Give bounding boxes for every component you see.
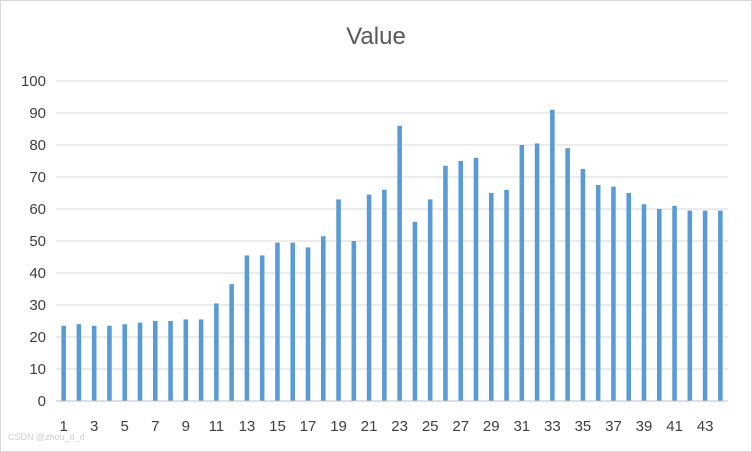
x-tick-label: 13 bbox=[239, 418, 256, 435]
x-tick-label: 21 bbox=[361, 418, 378, 435]
bar-43 bbox=[702, 210, 708, 401]
bar-11 bbox=[214, 303, 219, 401]
bar-37 bbox=[611, 186, 616, 401]
bar-26 bbox=[443, 165, 448, 401]
y-tick-label: 70 bbox=[29, 169, 46, 186]
bar-19 bbox=[336, 199, 341, 401]
x-tick-label: 5 bbox=[121, 418, 129, 435]
bar-16 bbox=[290, 242, 296, 401]
bar-9 bbox=[183, 319, 189, 401]
x-tick-label: 25 bbox=[422, 418, 439, 435]
x-tick-label: 39 bbox=[636, 418, 653, 435]
x-tick-label: 23 bbox=[391, 418, 408, 435]
bar-23 bbox=[397, 125, 402, 402]
x-tick-label: 43 bbox=[697, 418, 714, 435]
bar-35 bbox=[580, 169, 586, 401]
x-tick-label: 3 bbox=[90, 418, 98, 435]
bar-3 bbox=[91, 325, 97, 401]
bar-39 bbox=[641, 204, 647, 401]
bar-34 bbox=[565, 148, 570, 401]
bar-25 bbox=[427, 199, 433, 401]
bar-14 bbox=[259, 255, 265, 401]
x-tick-label: 9 bbox=[182, 418, 190, 435]
watermark: CSDN @zhou_d_d bbox=[8, 432, 85, 442]
x-tick-label: 27 bbox=[452, 418, 469, 435]
x-tick-label: 11 bbox=[209, 418, 225, 435]
gridlines bbox=[56, 80, 728, 370]
y-tick-label: 60 bbox=[29, 201, 46, 218]
bar-8 bbox=[168, 321, 173, 401]
bar-42 bbox=[687, 210, 693, 401]
y-tick-label: 50 bbox=[29, 233, 46, 250]
y-tick-label: 0 bbox=[38, 393, 46, 410]
bar-38 bbox=[626, 193, 632, 401]
x-tick-label: 17 bbox=[300, 418, 317, 435]
x-tick-label: 19 bbox=[330, 418, 347, 435]
y-tick-label: 90 bbox=[29, 105, 46, 122]
y-tick-label: 10 bbox=[29, 361, 46, 378]
bar-18 bbox=[320, 236, 326, 401]
bar-33 bbox=[550, 109, 555, 402]
bar-36 bbox=[595, 185, 601, 401]
x-tick-label: 1 bbox=[59, 418, 67, 435]
bar-10 bbox=[198, 319, 204, 401]
bar-21 bbox=[366, 194, 372, 401]
bar-15 bbox=[275, 242, 280, 401]
x-axis-ticks: 1 3 5 7 9 11 13 15 17 19 21 23 25 27 29 31 33 35 37 39 41 43 bbox=[59, 418, 713, 435]
bar-44 bbox=[718, 210, 723, 401]
bar-4 bbox=[107, 325, 112, 401]
x-tick-label: 33 bbox=[544, 418, 561, 435]
bar-40 bbox=[656, 209, 662, 401]
bar-41 bbox=[672, 205, 677, 401]
x-tick-label: 31 bbox=[513, 418, 530, 435]
bar-27 bbox=[458, 161, 464, 401]
x-tick-label: 35 bbox=[575, 418, 592, 435]
bars bbox=[61, 109, 723, 402]
bar-28 bbox=[473, 157, 479, 401]
y-tick-label: 100 bbox=[21, 73, 46, 90]
bar-6 bbox=[137, 322, 143, 401]
x-tick-label: 15 bbox=[269, 418, 286, 435]
bar-1 bbox=[61, 325, 66, 401]
y-axis-ticks: 0 10 20 30 40 50 60 70 80 90 100 bbox=[21, 73, 46, 410]
bar-7 bbox=[152, 321, 158, 401]
y-tick-label: 80 bbox=[29, 137, 46, 154]
bar-12 bbox=[229, 284, 234, 401]
x-tick-label: 37 bbox=[605, 418, 622, 435]
bar-24 bbox=[412, 221, 418, 401]
bar-5 bbox=[122, 324, 128, 401]
y-tick-label: 30 bbox=[29, 297, 46, 314]
x-tick-label: 29 bbox=[483, 418, 500, 435]
bar-31 bbox=[519, 145, 525, 401]
bar-20 bbox=[351, 241, 357, 401]
bar-22 bbox=[382, 189, 387, 401]
bar-2 bbox=[76, 324, 82, 401]
bar-30 bbox=[504, 189, 509, 401]
y-tick-label: 20 bbox=[29, 329, 46, 346]
chart-title: Value bbox=[346, 23, 406, 50]
bar-17 bbox=[305, 247, 311, 401]
y-tick-label: 40 bbox=[29, 265, 46, 282]
x-tick-label: 7 bbox=[151, 418, 159, 435]
bar-32 bbox=[534, 143, 540, 401]
x-tick-label: 41 bbox=[666, 418, 683, 435]
bar-29 bbox=[488, 193, 494, 401]
bar-13 bbox=[244, 255, 250, 401]
